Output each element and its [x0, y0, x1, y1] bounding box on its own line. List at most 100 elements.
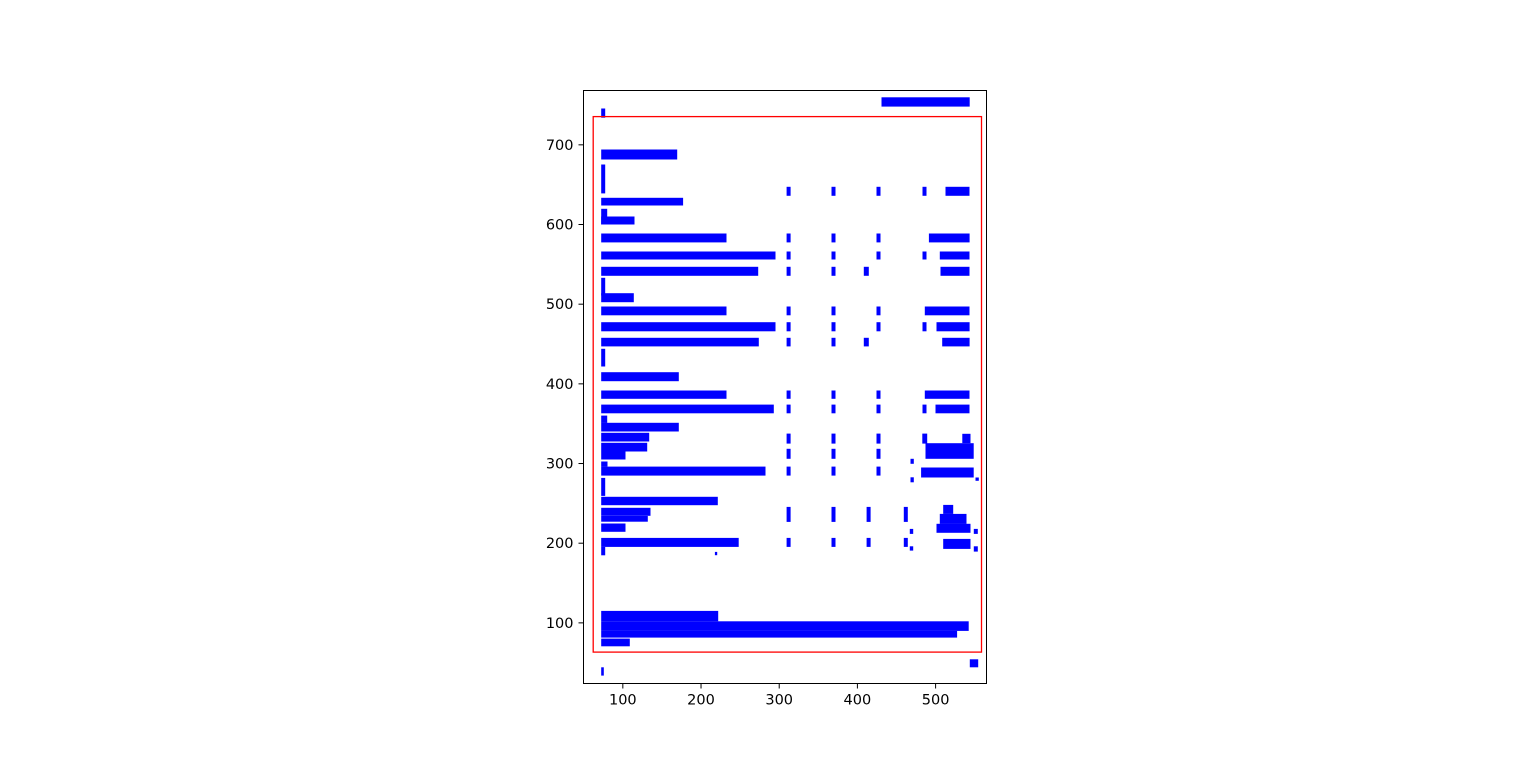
layout-box: [601, 372, 679, 382]
layout-box: [831, 390, 836, 399]
layout-box: [943, 538, 971, 549]
layout-box: [601, 537, 739, 547]
layout-box: [945, 186, 970, 196]
layout-box: [786, 433, 791, 444]
y-tick-label: 700: [546, 138, 574, 154]
layout-box: [786, 537, 791, 547]
plot-frame: [583, 90, 987, 684]
layout-box: [881, 97, 970, 107]
layout-box: [928, 233, 970, 243]
layout-box: [831, 186, 836, 196]
page-frame: [592, 115, 983, 653]
layout-box: [831, 266, 836, 276]
layout-box: [924, 390, 970, 399]
layout-box: [943, 504, 954, 514]
layout-box: [601, 251, 776, 260]
y-tick-label: 100: [546, 616, 574, 632]
layout-box: [831, 306, 836, 316]
layout-box: [601, 216, 635, 225]
layout-box: [909, 546, 914, 551]
layout-box: [786, 306, 791, 316]
layout-box: [601, 108, 606, 118]
layout-box: [876, 404, 881, 414]
y-tick-label: 600: [546, 218, 574, 234]
layout-box: [601, 277, 606, 296]
layout-box: [939, 251, 970, 260]
layout-box: [601, 461, 608, 467]
layout-box: [831, 404, 836, 414]
layout-box: [601, 266, 759, 276]
layout-box: [601, 422, 679, 432]
y-tick-label: 400: [546, 377, 574, 393]
layout-box: [925, 443, 974, 459]
layout-box: [876, 433, 881, 444]
layout-box: [601, 621, 969, 631]
layout-box: [973, 546, 978, 552]
layout-box: [939, 513, 967, 524]
layout-box: [924, 306, 970, 316]
layout-box: [601, 415, 608, 423]
layout-box: [922, 433, 928, 444]
x-tick-label: 300: [765, 693, 793, 709]
layout-box: [876, 466, 881, 476]
layout-box: [940, 266, 970, 276]
layout-box: [786, 186, 791, 196]
layout-box: [601, 197, 684, 206]
x-tick-label: 100: [609, 693, 637, 709]
layout-box: [921, 467, 974, 478]
layout-box: [601, 630, 958, 638]
layout-box: [831, 337, 836, 347]
layout-box: [601, 507, 651, 516]
layout-box: [714, 551, 718, 556]
layout-box: [786, 337, 791, 347]
layout-box: [876, 448, 881, 459]
layout-box: [601, 523, 626, 532]
layout-box: [962, 433, 971, 444]
y-tick-label: 300: [546, 457, 574, 473]
layout-box: [903, 537, 908, 547]
layout-box: [910, 477, 914, 483]
layout-box: [909, 528, 914, 534]
layout-box: [831, 322, 836, 332]
layout-box: [601, 610, 719, 622]
layout-box: [969, 659, 979, 668]
x-tick-label: 200: [687, 693, 715, 709]
layout-box: [942, 337, 970, 347]
layout-box: [831, 233, 836, 243]
layout-box: [863, 337, 869, 347]
x-tick-label: 400: [844, 693, 872, 709]
layout-box: [876, 306, 881, 316]
layout-box: [786, 404, 791, 414]
layout-box: [831, 448, 836, 459]
layout-box: [866, 537, 871, 547]
layout-box: [876, 186, 881, 196]
layout-box: [601, 306, 727, 316]
layout-box: [922, 322, 927, 332]
layout-box: [601, 477, 606, 496]
layout-box: [973, 528, 978, 534]
layout-box: [786, 390, 791, 399]
layout-box: [601, 496, 718, 506]
layout-box: [876, 251, 881, 260]
layout-box: [601, 404, 774, 414]
layout-box: [922, 404, 927, 414]
layout-box: [922, 251, 927, 260]
layout-box: [831, 466, 836, 476]
layout-box: [601, 451, 626, 460]
layout-box: [876, 390, 881, 399]
layout-box: [601, 337, 759, 347]
layout-box: [831, 433, 836, 444]
layout-box: [786, 233, 791, 243]
layout-box: [935, 404, 970, 414]
layout-box: [786, 506, 791, 522]
layout-box: [786, 322, 791, 332]
layout-box: [786, 266, 791, 276]
layout-box: [786, 466, 791, 476]
layout-box: [601, 432, 650, 442]
layout-box: [601, 164, 606, 194]
layout-box: [601, 515, 648, 522]
layout-box: [866, 506, 871, 522]
layout-box: [601, 322, 776, 332]
layout-box: [601, 466, 766, 476]
